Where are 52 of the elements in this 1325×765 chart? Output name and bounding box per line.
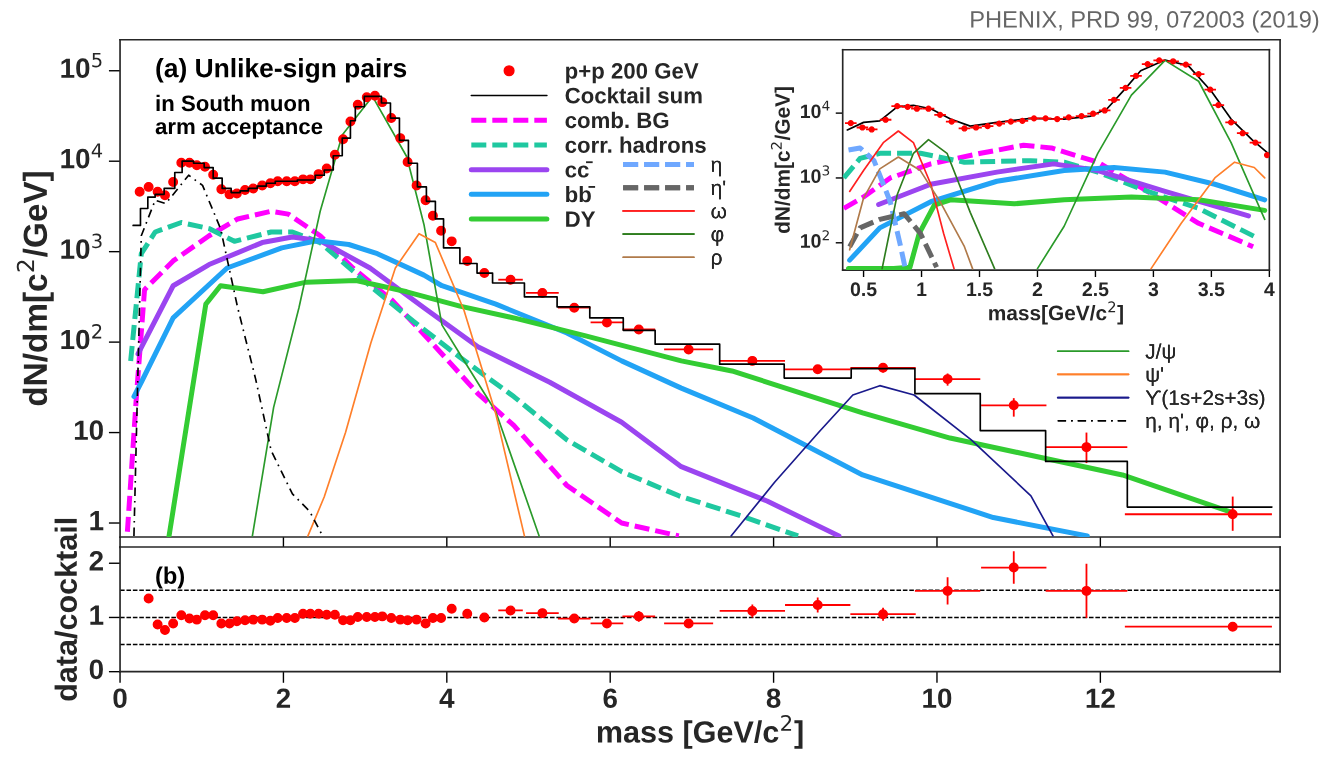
x-tick-label: 1	[917, 282, 927, 296]
legend-label: corr. hadrons	[565, 136, 706, 153]
x-tick-label: 12	[1086, 688, 1115, 708]
y-tick-label: 10$^{5}$	[61, 52, 102, 79]
annotation: in South muon arm acceptance	[155, 94, 323, 139]
y-tick-label: 10$^{3}$	[61, 233, 102, 259]
x-tick-label: 4	[1264, 282, 1275, 296]
legend-label: ρ	[711, 253, 722, 269]
x-tick-label: 2	[276, 688, 291, 708]
x-tick-label: 10	[923, 688, 952, 709]
legend-label: φ	[711, 230, 724, 246]
y-tick-label: 0	[89, 659, 103, 680]
x-tick-label: 1.5	[967, 282, 993, 297]
legend-label: Cocktail sum	[565, 87, 702, 104]
x-tick-label: 6	[603, 688, 617, 709]
x-axis-title: mass[GeV/c$^{2}$]	[989, 301, 1123, 325]
legend-label: cc̄	[565, 161, 593, 178]
y-tick-label: 2	[89, 551, 103, 571]
x-tick-label: 0.5	[850, 282, 877, 297]
y-tick-label: 10$^{4}$	[801, 100, 830, 119]
x-tick-label: 8	[766, 688, 781, 709]
legend-label: bb̄	[566, 186, 596, 203]
x-axis-title: mass [GeV/c$^{2}$]	[597, 714, 803, 749]
y-tick-label: 1	[90, 511, 104, 531]
legend-label: ω	[711, 206, 727, 219]
legend-label: η	[711, 160, 721, 177]
legend-label: DY	[566, 211, 596, 227]
x-tick-label: 2.5	[1082, 282, 1109, 297]
text: PHENIX, PRD 99, 072003 (2019)	[971, 10, 1319, 33]
legend-label: J/ψ	[1145, 343, 1175, 363]
x-tick-label: 4	[439, 688, 455, 708]
y-tick-label: 10$^{3}$	[801, 165, 830, 184]
y-tick-label: 10$^{2}$	[61, 324, 102, 350]
y-axis-title: dN/dm[c$^{2}$/GeV]	[770, 87, 795, 233]
x-tick-label: 3.5	[1198, 282, 1225, 297]
y-tick-label: 10	[74, 420, 103, 441]
legend-label: η'	[711, 180, 726, 200]
legend-label: comb. BG	[565, 111, 669, 129]
y-axis-title: data/cocktail	[54, 518, 78, 701]
y-tick-label: 10$^{4}$	[61, 143, 103, 169]
legend-label: ϒ(1s+2s+3s)	[1145, 389, 1265, 410]
y-axis-title: dN/dm[c$^{2}$/GeV]	[16, 172, 54, 406]
x-tick-label: 0	[113, 688, 127, 709]
annotation: (b)	[156, 566, 184, 589]
legend-label: η, η', φ, ρ, ω	[1146, 413, 1260, 433]
y-tick-label: 10$^{2}$	[801, 230, 829, 248]
annotation: (a) Unlike-sign pairs	[156, 58, 407, 83]
x-tick-label: 3	[1148, 282, 1159, 297]
legend-label: ψ'	[1146, 367, 1164, 386]
x-tick-label: 2	[1032, 282, 1043, 296]
legend-label: p+p 200 GeV	[566, 63, 699, 84]
y-tick-label: 1	[90, 605, 104, 625]
